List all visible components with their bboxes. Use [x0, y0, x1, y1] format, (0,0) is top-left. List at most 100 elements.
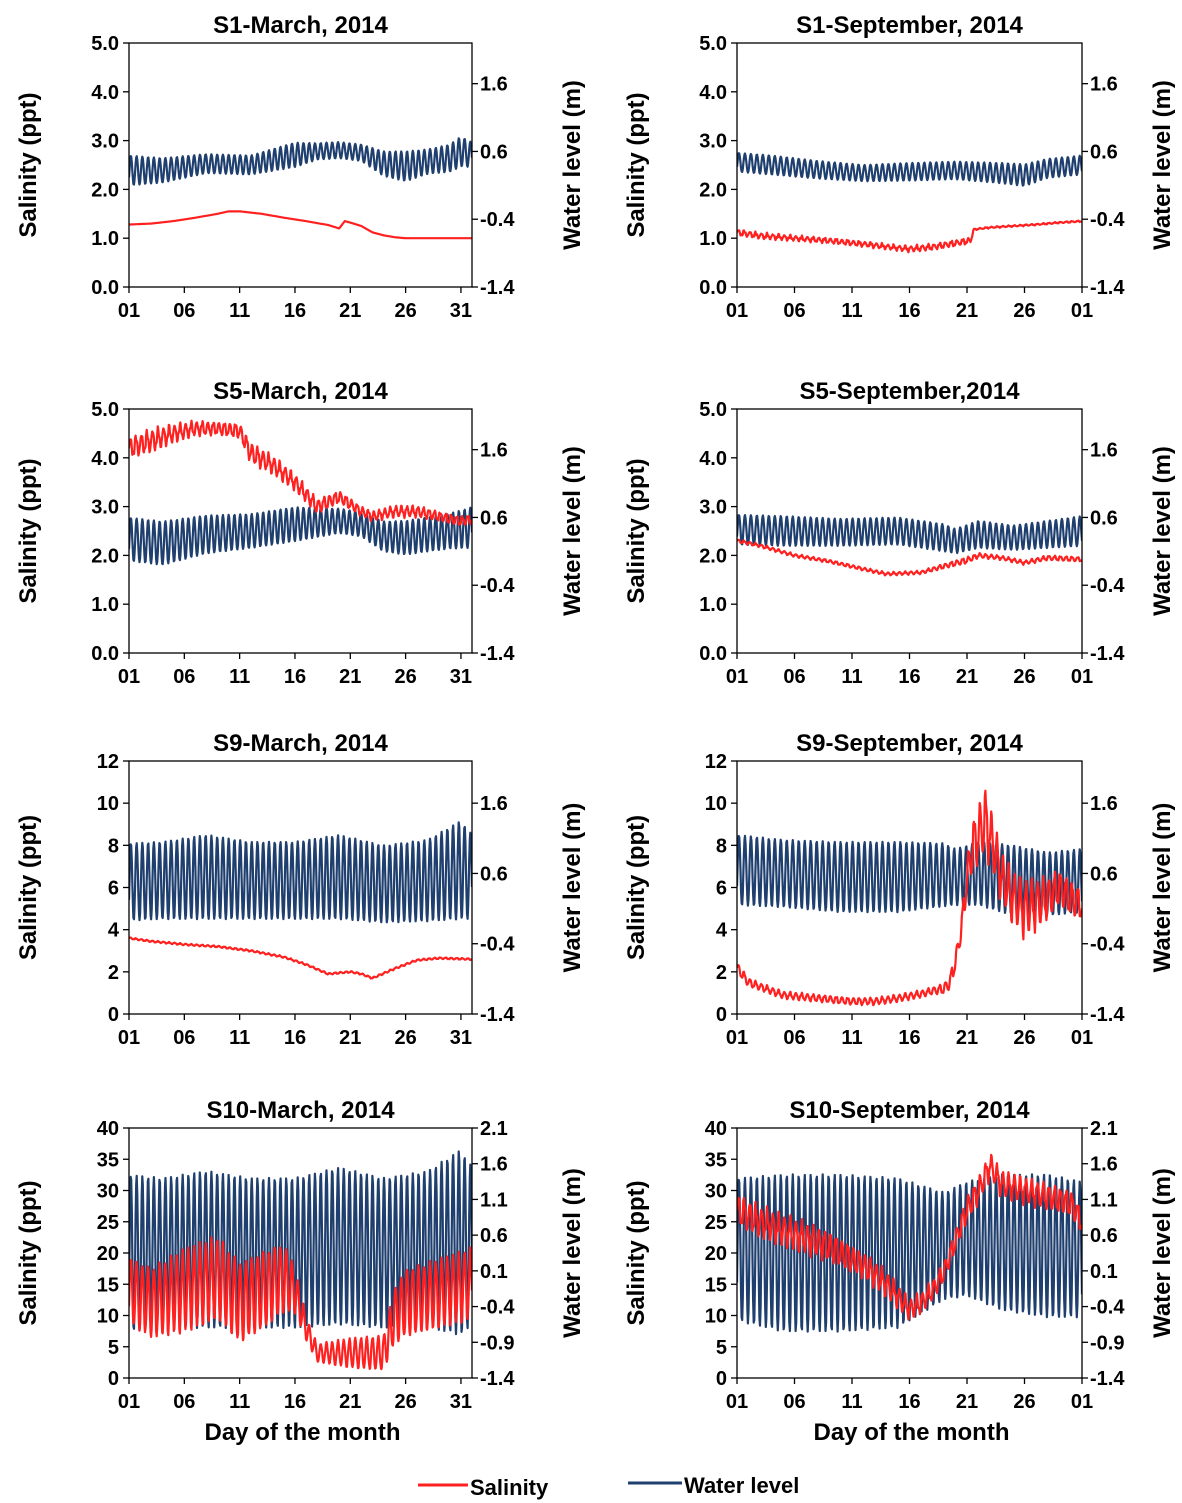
- water-level-line: [737, 513, 1082, 555]
- y2-axis-label: Water level (m): [559, 80, 586, 250]
- y-axis-label: Salinity (ppt): [623, 92, 650, 237]
- y2-axis-label: Water level (m): [559, 803, 586, 973]
- y2-tick-label: -0.4: [1090, 934, 1125, 956]
- y-tick-label: 30: [97, 1181, 119, 1203]
- x-tick-label: 11: [841, 1391, 862, 1413]
- y-tick-label: 1.0: [699, 228, 727, 250]
- y-tick-label: 20: [705, 1243, 727, 1265]
- chart-panel: 01 06 11 16 21 26 31 0 5 10 15 20 25 30 35 40 2.1 1.6 1.1 0…: [15, 1097, 586, 1446]
- chart-panel: 01 06 11 16 21 26 010.01.02.03.04.05.01.60.6-0…: [623, 12, 1176, 322]
- x-tick-label: 21: [956, 1027, 978, 1049]
- chart-panel: 01 06 11 16 21 26 31 0.0 1.0 2.0 3.0 4.0 5.0 1.6 0.6 -0…: [15, 378, 586, 688]
- x-tick-label: 06: [783, 666, 805, 688]
- water-level-line: [737, 1173, 1082, 1333]
- y2-tick-label: 1.6: [1090, 1154, 1118, 1176]
- x-tick-label: 26: [1013, 1391, 1035, 1413]
- x-tick-label: 31: [450, 1027, 472, 1049]
- x-tick-label: 01: [118, 1027, 140, 1049]
- x-tick-label: 26: [394, 1027, 416, 1049]
- x-tick-label: 01: [118, 300, 140, 322]
- y2-tick-label: 0.1: [1090, 1261, 1118, 1283]
- y2-axis-label: Water level (m): [1149, 803, 1176, 973]
- x-tick-label: 21: [956, 1391, 978, 1413]
- legend-salinity-label: Salinity: [470, 1475, 549, 1500]
- x-tick-label: 16: [898, 1391, 920, 1413]
- y2-tick-label: -0.4: [1090, 1297, 1125, 1319]
- y2-axis-label: Water level (m): [1149, 80, 1176, 250]
- y-tick-label: 10: [705, 1306, 727, 1328]
- series-group: [737, 1153, 1082, 1333]
- x-tick-label: 11: [841, 1027, 862, 1049]
- y-tick-label: 4.0: [91, 82, 119, 104]
- y-tick-label: 10: [97, 1306, 119, 1328]
- y2-axis-label: Water level (m): [1149, 1168, 1176, 1338]
- y-tick-label: 5: [716, 1337, 727, 1359]
- y-axis-label: Salinity (ppt): [623, 458, 650, 603]
- y-tick-label: 0.0: [699, 643, 727, 665]
- y2-tick-label: -0.4: [480, 575, 515, 597]
- y2-tick-label: 2.1: [480, 1118, 508, 1140]
- y-tick-label: 1.0: [699, 594, 727, 616]
- y-tick-label: 25: [705, 1212, 727, 1234]
- salinity-line: [737, 789, 1082, 1007]
- y-tick-label: 5: [108, 1337, 119, 1359]
- y-tick-label: 2.0: [699, 179, 727, 201]
- series-group: [129, 137, 472, 240]
- y-tick-label: 0: [716, 1004, 727, 1026]
- x-tick-label: 21: [339, 1391, 361, 1413]
- x-tick-label: 16: [284, 1027, 306, 1049]
- y-tick-label: 12: [97, 751, 119, 773]
- y-tick-label: 40: [705, 1118, 727, 1140]
- y-tick-label: 1.0: [91, 228, 119, 250]
- x-tick-label: 01: [1071, 300, 1093, 322]
- x-tick-label: 06: [173, 666, 195, 688]
- x-tick-label: 26: [1013, 666, 1035, 688]
- y-axis-label: Salinity (ppt): [15, 1180, 42, 1325]
- chart-panel: 01 06 11 16 21 26 31 0.0 1.0 2.0 3.0 4.0 5.0 1.6 0.6 -0…: [15, 12, 586, 322]
- x-tick-label: 31: [450, 666, 472, 688]
- chart-panel: 01 06 11 16 21 26 010.01.02.03.04.05.01.60.6-0…: [623, 378, 1176, 688]
- y2-tick-label: 1.6: [1090, 74, 1118, 96]
- y2-tick-label: 0.6: [1090, 507, 1118, 529]
- y-tick-label: 5.0: [699, 399, 727, 421]
- x-tick-label: 01: [118, 666, 140, 688]
- y2-tick-label: 1.6: [1090, 440, 1118, 462]
- series-group: [129, 1150, 472, 1371]
- y2-tick-label: -1.4: [1090, 643, 1125, 665]
- salinity-line: [129, 210, 472, 240]
- y-tick-label: 0: [108, 1004, 119, 1026]
- y-tick-label: 8: [108, 835, 119, 857]
- series-group: [737, 789, 1082, 1007]
- x-tick-label: 06: [783, 300, 805, 322]
- y-tick-label: 6: [108, 878, 119, 900]
- y2-tick-label: 1.6: [480, 440, 508, 462]
- y2-tick-label: -1.4: [480, 1004, 515, 1026]
- chart-title: S5-September,2014: [799, 378, 1020, 405]
- y2-tick-label: 2.1: [1090, 1118, 1118, 1140]
- y2-tick-label: -0.4: [1090, 575, 1125, 597]
- y-tick-label: 40: [97, 1118, 119, 1140]
- water-level-line: [129, 137, 472, 186]
- x-tick-label: 06: [783, 1027, 805, 1049]
- series-group: [737, 152, 1082, 254]
- y2-tick-label: -0.4: [480, 209, 515, 231]
- salinity-line: [737, 219, 1082, 254]
- y-tick-label: 20: [97, 1243, 119, 1265]
- y-tick-label: 1.0: [91, 594, 119, 616]
- y-tick-label: 0.0: [91, 277, 119, 299]
- y2-tick-label: 1.1: [480, 1189, 508, 1211]
- y-tick-label: 4.0: [699, 448, 727, 470]
- chart-panels: 01 06 11 16 21 26 310.01.02.03.04.05.01.60.6-0…: [15, 12, 1176, 1446]
- y2-tick-label: 1.6: [480, 74, 508, 96]
- y-tick-label: 2: [108, 962, 119, 984]
- y-tick-label: 4.0: [91, 448, 119, 470]
- y-tick-label: 5.0: [699, 33, 727, 55]
- y2-tick-label: 0.6: [480, 863, 508, 885]
- y2-tick-label: -1.4: [1090, 277, 1125, 299]
- y-tick-label: 2.0: [699, 545, 727, 567]
- salinity-line: [129, 1236, 472, 1371]
- salinity-line: [129, 419, 472, 526]
- x-tick-label: 01: [118, 1391, 140, 1413]
